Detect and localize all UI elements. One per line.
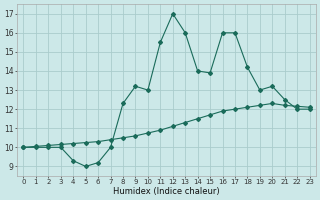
X-axis label: Humidex (Indice chaleur): Humidex (Indice chaleur) bbox=[113, 187, 220, 196]
